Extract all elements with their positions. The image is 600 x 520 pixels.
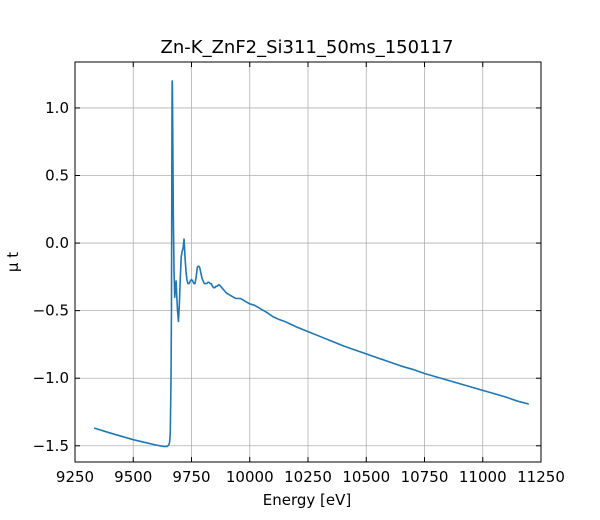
x-tick-label: 11250 bbox=[517, 468, 565, 486]
series-layer bbox=[94, 80, 529, 448]
y-tick-label: 0.5 bbox=[45, 167, 69, 185]
x-tick-label: 9500 bbox=[114, 468, 152, 486]
y-tick-label: 0.0 bbox=[45, 234, 69, 252]
chart-title: Zn-K_ZnF2_Si311_50ms_150117 bbox=[161, 37, 454, 58]
x-axis-label: Energy [eV] bbox=[263, 491, 351, 509]
tick-layer: 9250 9500 9750 10000 10250 10500 10750 11000 112… bbox=[33, 62, 565, 486]
x-tick-label: 9250 bbox=[56, 468, 94, 486]
x-tick-label: 9750 bbox=[172, 468, 210, 486]
x-tick-label: 10000 bbox=[226, 468, 274, 486]
x-tick-label: 10250 bbox=[284, 468, 332, 486]
x-tick-label: 10500 bbox=[342, 468, 390, 486]
series-line bbox=[94, 80, 529, 448]
y-tick-label: −1.5 bbox=[33, 437, 69, 455]
plot-frame bbox=[74, 61, 542, 463]
grid-layer bbox=[74, 62, 542, 462]
x-tick-label: 10750 bbox=[401, 468, 449, 486]
y-tick-label: −1.0 bbox=[33, 369, 69, 387]
y-tick-label: 1.0 bbox=[45, 99, 69, 117]
x-tick-label: 11000 bbox=[459, 468, 507, 486]
y-tick-label: −0.5 bbox=[33, 302, 69, 320]
y-axis-label: μ t bbox=[4, 252, 22, 272]
